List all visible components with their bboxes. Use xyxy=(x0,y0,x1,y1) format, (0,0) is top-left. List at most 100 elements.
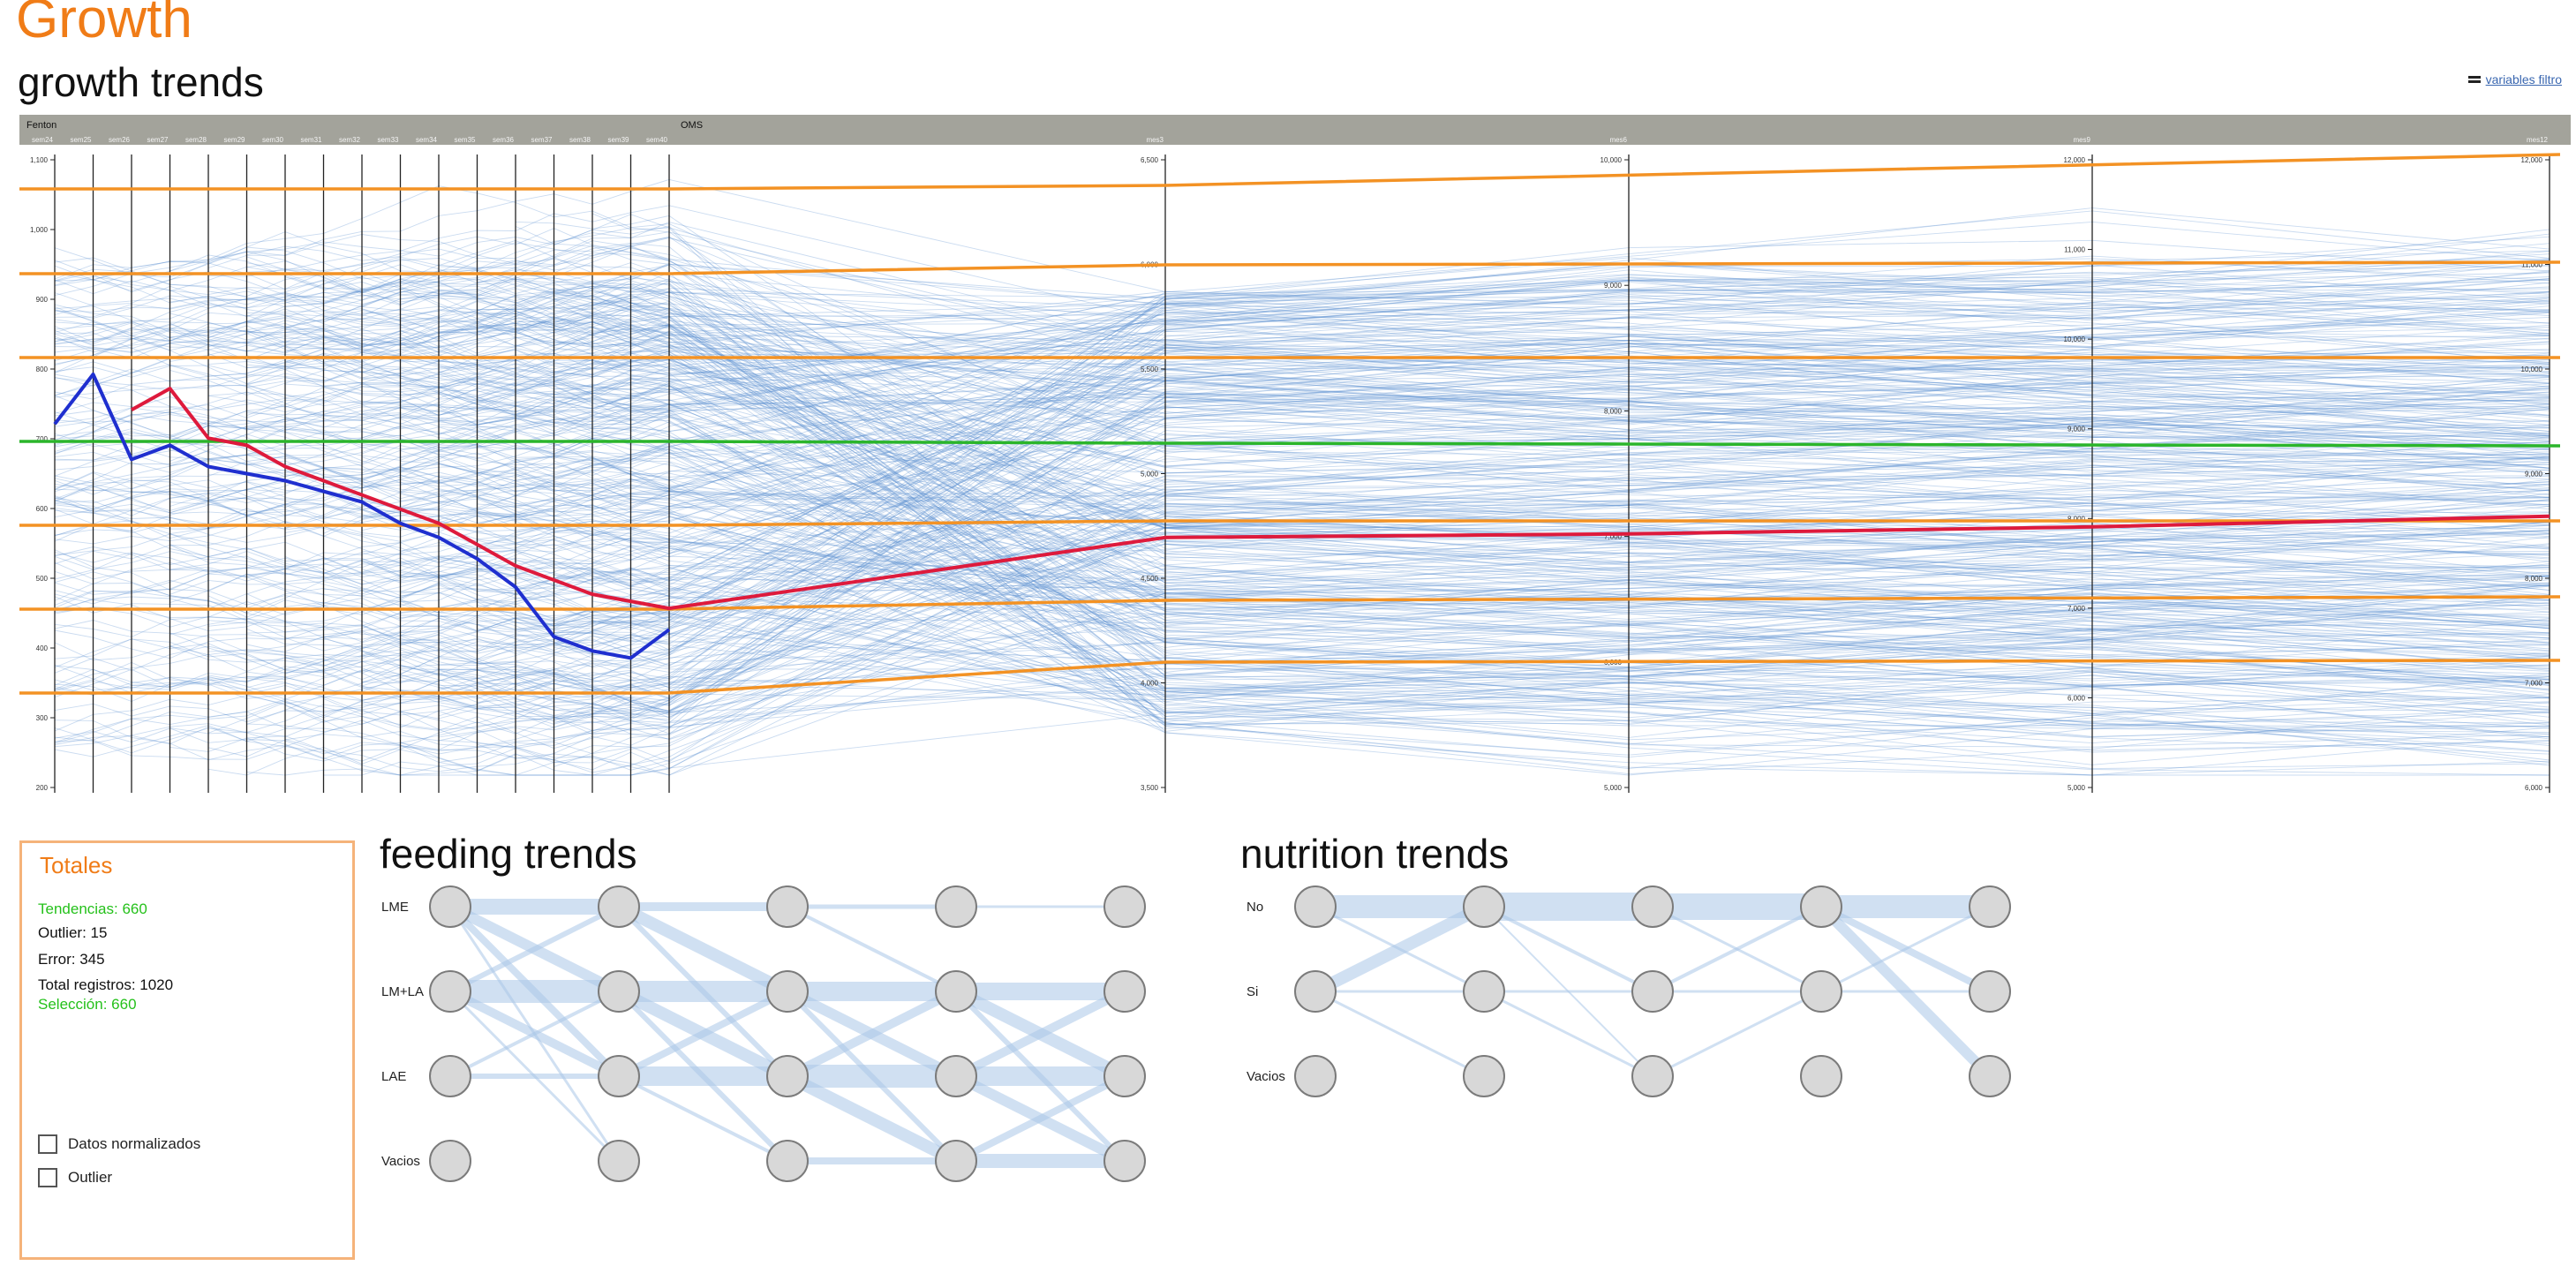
axis-tick-label: 5,000 xyxy=(2068,784,2086,792)
flow-edge xyxy=(785,989,959,1164)
flow-node xyxy=(1463,885,1505,928)
axis-tick-label: 1,000 xyxy=(30,226,49,234)
tendencias-count: Tendencias: 660 xyxy=(38,900,147,917)
trend-line xyxy=(477,381,2550,542)
flow-edge xyxy=(953,987,1127,1081)
trend-line xyxy=(246,355,2550,414)
axis-name-sem26: sem26 xyxy=(109,136,131,144)
axis-tick-label: 8,000 xyxy=(1604,407,1623,415)
trend-line xyxy=(323,612,2550,716)
axis-name-sem31: sem31 xyxy=(300,136,322,144)
trend-line xyxy=(477,362,2550,524)
axis-name-sem38: sem38 xyxy=(569,136,591,144)
trend-line xyxy=(246,365,2550,521)
trend-line xyxy=(554,460,2550,518)
flow-node xyxy=(1103,1055,1146,1097)
flow-node xyxy=(429,1140,471,1182)
checkbox-box[interactable] xyxy=(38,1168,57,1187)
trend-line xyxy=(169,511,2550,776)
axis-tick-label: 200 xyxy=(36,784,49,792)
trend-line xyxy=(246,260,2550,423)
trend-line xyxy=(246,272,2550,455)
trend-line xyxy=(323,555,2550,595)
row-label-LM+LA: LM+LA xyxy=(381,984,424,999)
trend-line xyxy=(477,347,2550,545)
flow-edge xyxy=(953,989,1127,1164)
trend-line xyxy=(400,347,2550,428)
trend-line xyxy=(246,325,2550,448)
flow-edge xyxy=(1483,990,1653,1078)
flow-edge xyxy=(787,905,957,993)
nutrition-trends-title: nutrition trends xyxy=(1240,831,1510,877)
axis-tick-label: 400 xyxy=(36,644,49,652)
trend-line xyxy=(400,512,2550,727)
outlier-checkbox[interactable]: Outlier xyxy=(38,1168,112,1187)
total-registros: Total registros: 1020 xyxy=(38,976,174,993)
trend-line xyxy=(246,258,2550,398)
trend-line xyxy=(246,592,2550,776)
axis-tick-label: 600 xyxy=(36,505,49,513)
trend-line xyxy=(477,663,2550,705)
trend-line xyxy=(400,537,2550,719)
axis-tick-label: 4,000 xyxy=(1141,680,1159,688)
trend-line xyxy=(554,384,2550,573)
flow-node xyxy=(429,885,471,928)
error-count: Error: 345 xyxy=(38,951,105,968)
trend-line xyxy=(169,402,2550,674)
trend-line xyxy=(169,343,2550,518)
flow-node xyxy=(1463,970,1505,1013)
trend-line xyxy=(477,350,2550,650)
axis-name-sem39: sem39 xyxy=(607,136,629,144)
trend-line xyxy=(400,376,2550,509)
trend-line xyxy=(554,225,2550,699)
axis-tick-label: 4,500 xyxy=(1141,575,1159,583)
trend-line xyxy=(554,246,2550,316)
nutrition-chart[interactable]: NoSiVaciossem40mes3mes6mes9mes12 xyxy=(1227,874,2039,1227)
trend-line xyxy=(554,328,2550,627)
axis-tick-label: 5,000 xyxy=(1141,471,1159,478)
trend-line xyxy=(169,426,2550,570)
trend-line xyxy=(554,492,2550,585)
trend-line xyxy=(554,393,2550,626)
axis-tick-label: 12,000 xyxy=(2521,156,2543,164)
flow-node xyxy=(1969,1055,2011,1097)
trend-line xyxy=(554,286,2550,726)
flow-node xyxy=(598,1140,640,1182)
menu-icon xyxy=(2467,76,2481,83)
flow-node xyxy=(766,1140,809,1182)
variables-filter-link[interactable]: variables filtro xyxy=(2467,72,2562,87)
trend-line xyxy=(477,379,2550,529)
percentile-line xyxy=(19,659,2561,695)
axis-tick-label: 10,000 xyxy=(1601,156,1623,164)
flow-node xyxy=(1103,885,1146,928)
trend-line xyxy=(246,448,2550,634)
flow-node xyxy=(1631,970,1674,1013)
trend-line xyxy=(169,433,2550,769)
axis-tick-label: 700 xyxy=(36,435,49,443)
axis-tick-label: 12,000 xyxy=(2064,156,2086,164)
growth-chart[interactable]: Fenton OMS sem24 sem25 sem26 sem27 sem28 sem29 s… xyxy=(0,0,2576,821)
axis-name-sem40: sem40 xyxy=(646,136,668,144)
trend-lines xyxy=(54,178,2550,776)
flow-edge xyxy=(448,906,621,1162)
feeding-trends-title: feeding trends xyxy=(380,831,637,877)
axis-tick-label: 11,000 xyxy=(2521,261,2542,269)
axis-tick-label: 7,000 xyxy=(1604,533,1623,541)
trend-line xyxy=(246,383,2550,463)
trend-line xyxy=(169,290,2550,656)
axis-name-sem33: sem33 xyxy=(377,136,399,144)
trend-line xyxy=(246,576,2550,701)
trend-line xyxy=(477,515,2550,644)
trend-line xyxy=(554,611,2550,672)
checkbox-box[interactable] xyxy=(38,1134,57,1154)
trend-line xyxy=(400,290,2550,450)
flow-node xyxy=(598,885,640,928)
trend-line xyxy=(554,303,2550,724)
datos-normalizados-checkbox[interactable]: Datos normalizados xyxy=(38,1134,200,1154)
trend-line xyxy=(246,237,2550,474)
trend-line xyxy=(246,210,2550,679)
row-label-LAE: LAE xyxy=(381,1069,406,1084)
flow-node xyxy=(766,970,809,1013)
trend-line xyxy=(477,667,2550,752)
